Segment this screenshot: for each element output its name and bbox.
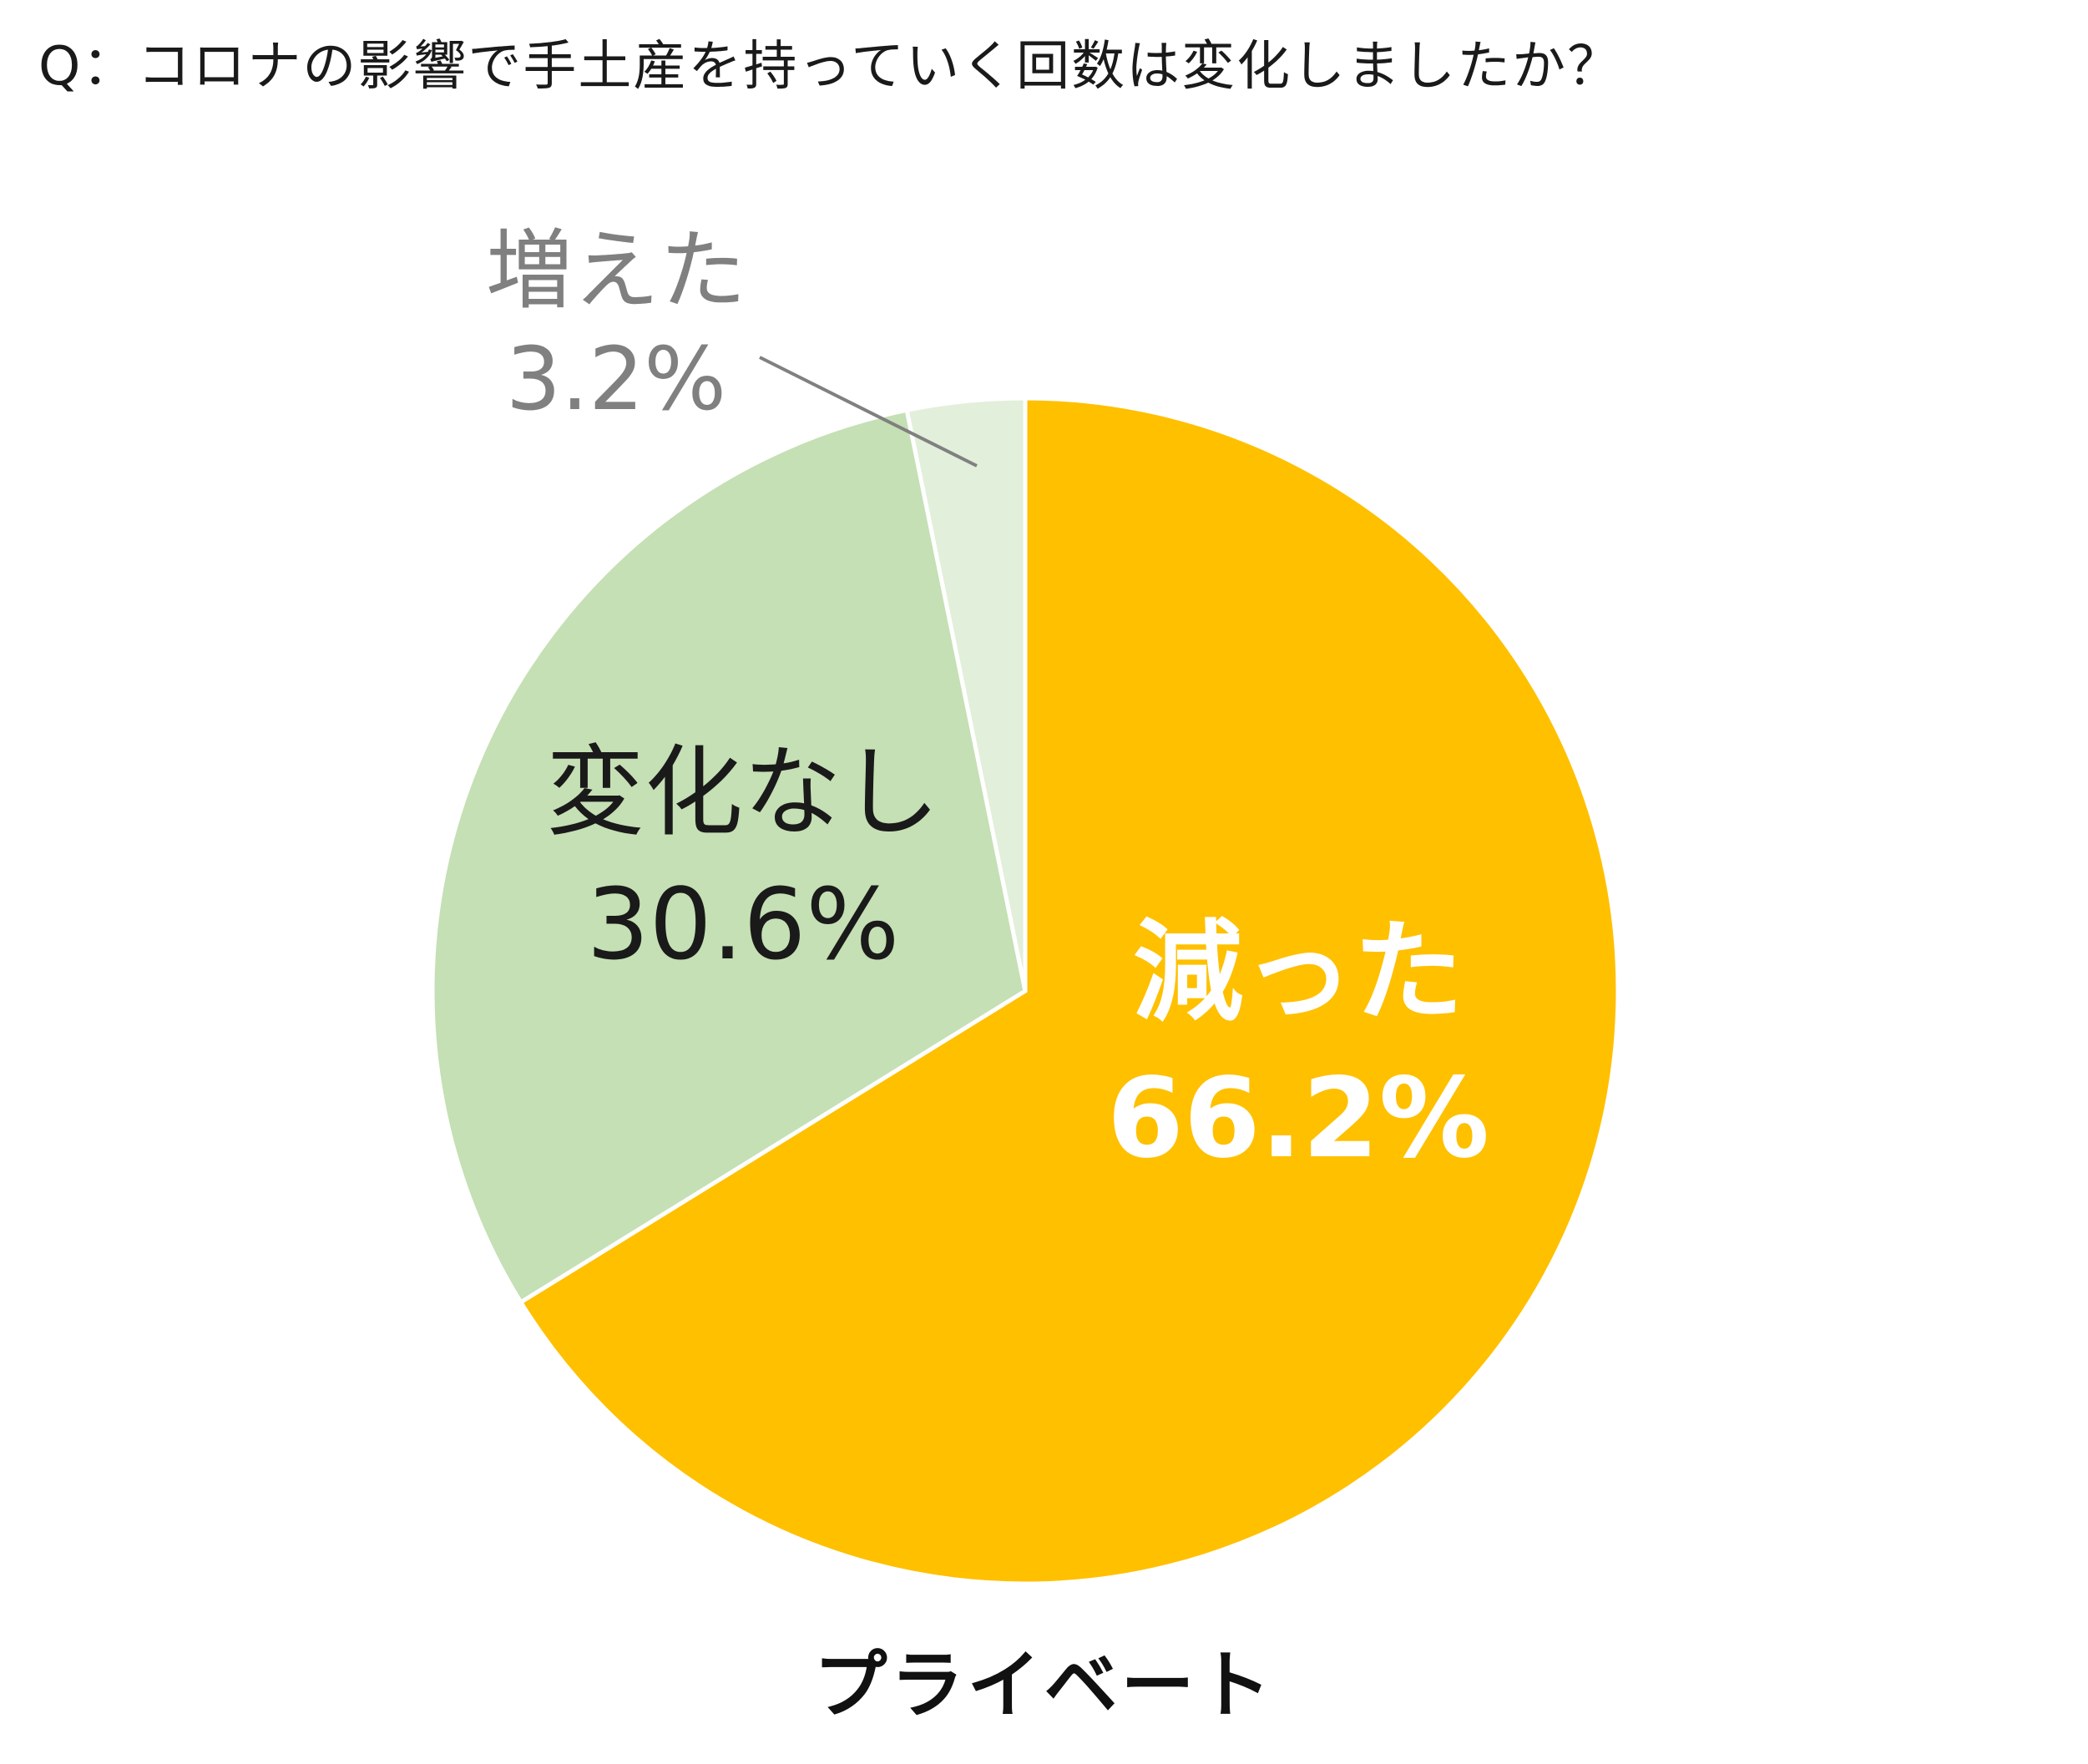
chart-caption: プライベート bbox=[813, 1642, 1275, 1728]
slice-decreased bbox=[518, 396, 1620, 1586]
chart-title: Q：コロナの影響で手土産を持っていく回数は変化しましたか？ bbox=[38, 36, 1623, 98]
slice-no-change bbox=[430, 407, 1028, 1306]
leader-line-increased bbox=[759, 356, 978, 468]
slice-label-increased: 増えた bbox=[486, 220, 746, 321]
slice-value-label-no-change: 30.6% bbox=[587, 867, 900, 982]
slice-label-no-change: 変化なし bbox=[546, 735, 940, 850]
slice-label-decreased: 減った bbox=[1133, 908, 1464, 1037]
slice-value-label-decreased: 66.2% bbox=[1107, 1054, 1489, 1183]
slice-increased bbox=[904, 396, 1028, 992]
slice-value-label-increased: 3.2% bbox=[506, 328, 726, 430]
